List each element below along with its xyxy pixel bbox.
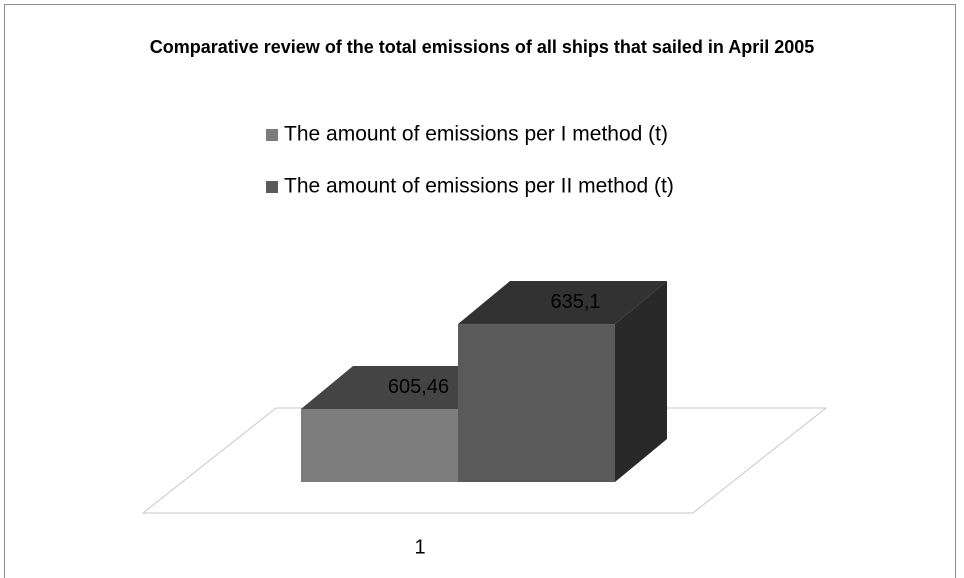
chart-title: Comparative review of the total emission… xyxy=(149,37,815,57)
bar xyxy=(301,409,458,482)
bar-side xyxy=(615,281,667,482)
legend-swatch xyxy=(266,181,278,193)
chart-frame xyxy=(4,4,956,578)
bar xyxy=(458,324,615,482)
legend-label: The amount of emissions per I method (t) xyxy=(284,123,668,146)
legend-swatch xyxy=(266,129,278,141)
bar-top xyxy=(458,281,667,325)
data-label: 605,46 xyxy=(388,376,449,398)
legend-label: The amount of emissions per II method (t… xyxy=(284,175,674,198)
data-label: 635,1 xyxy=(550,291,600,313)
x-tick-label: 1 xyxy=(414,536,425,558)
bar-top xyxy=(301,366,510,410)
